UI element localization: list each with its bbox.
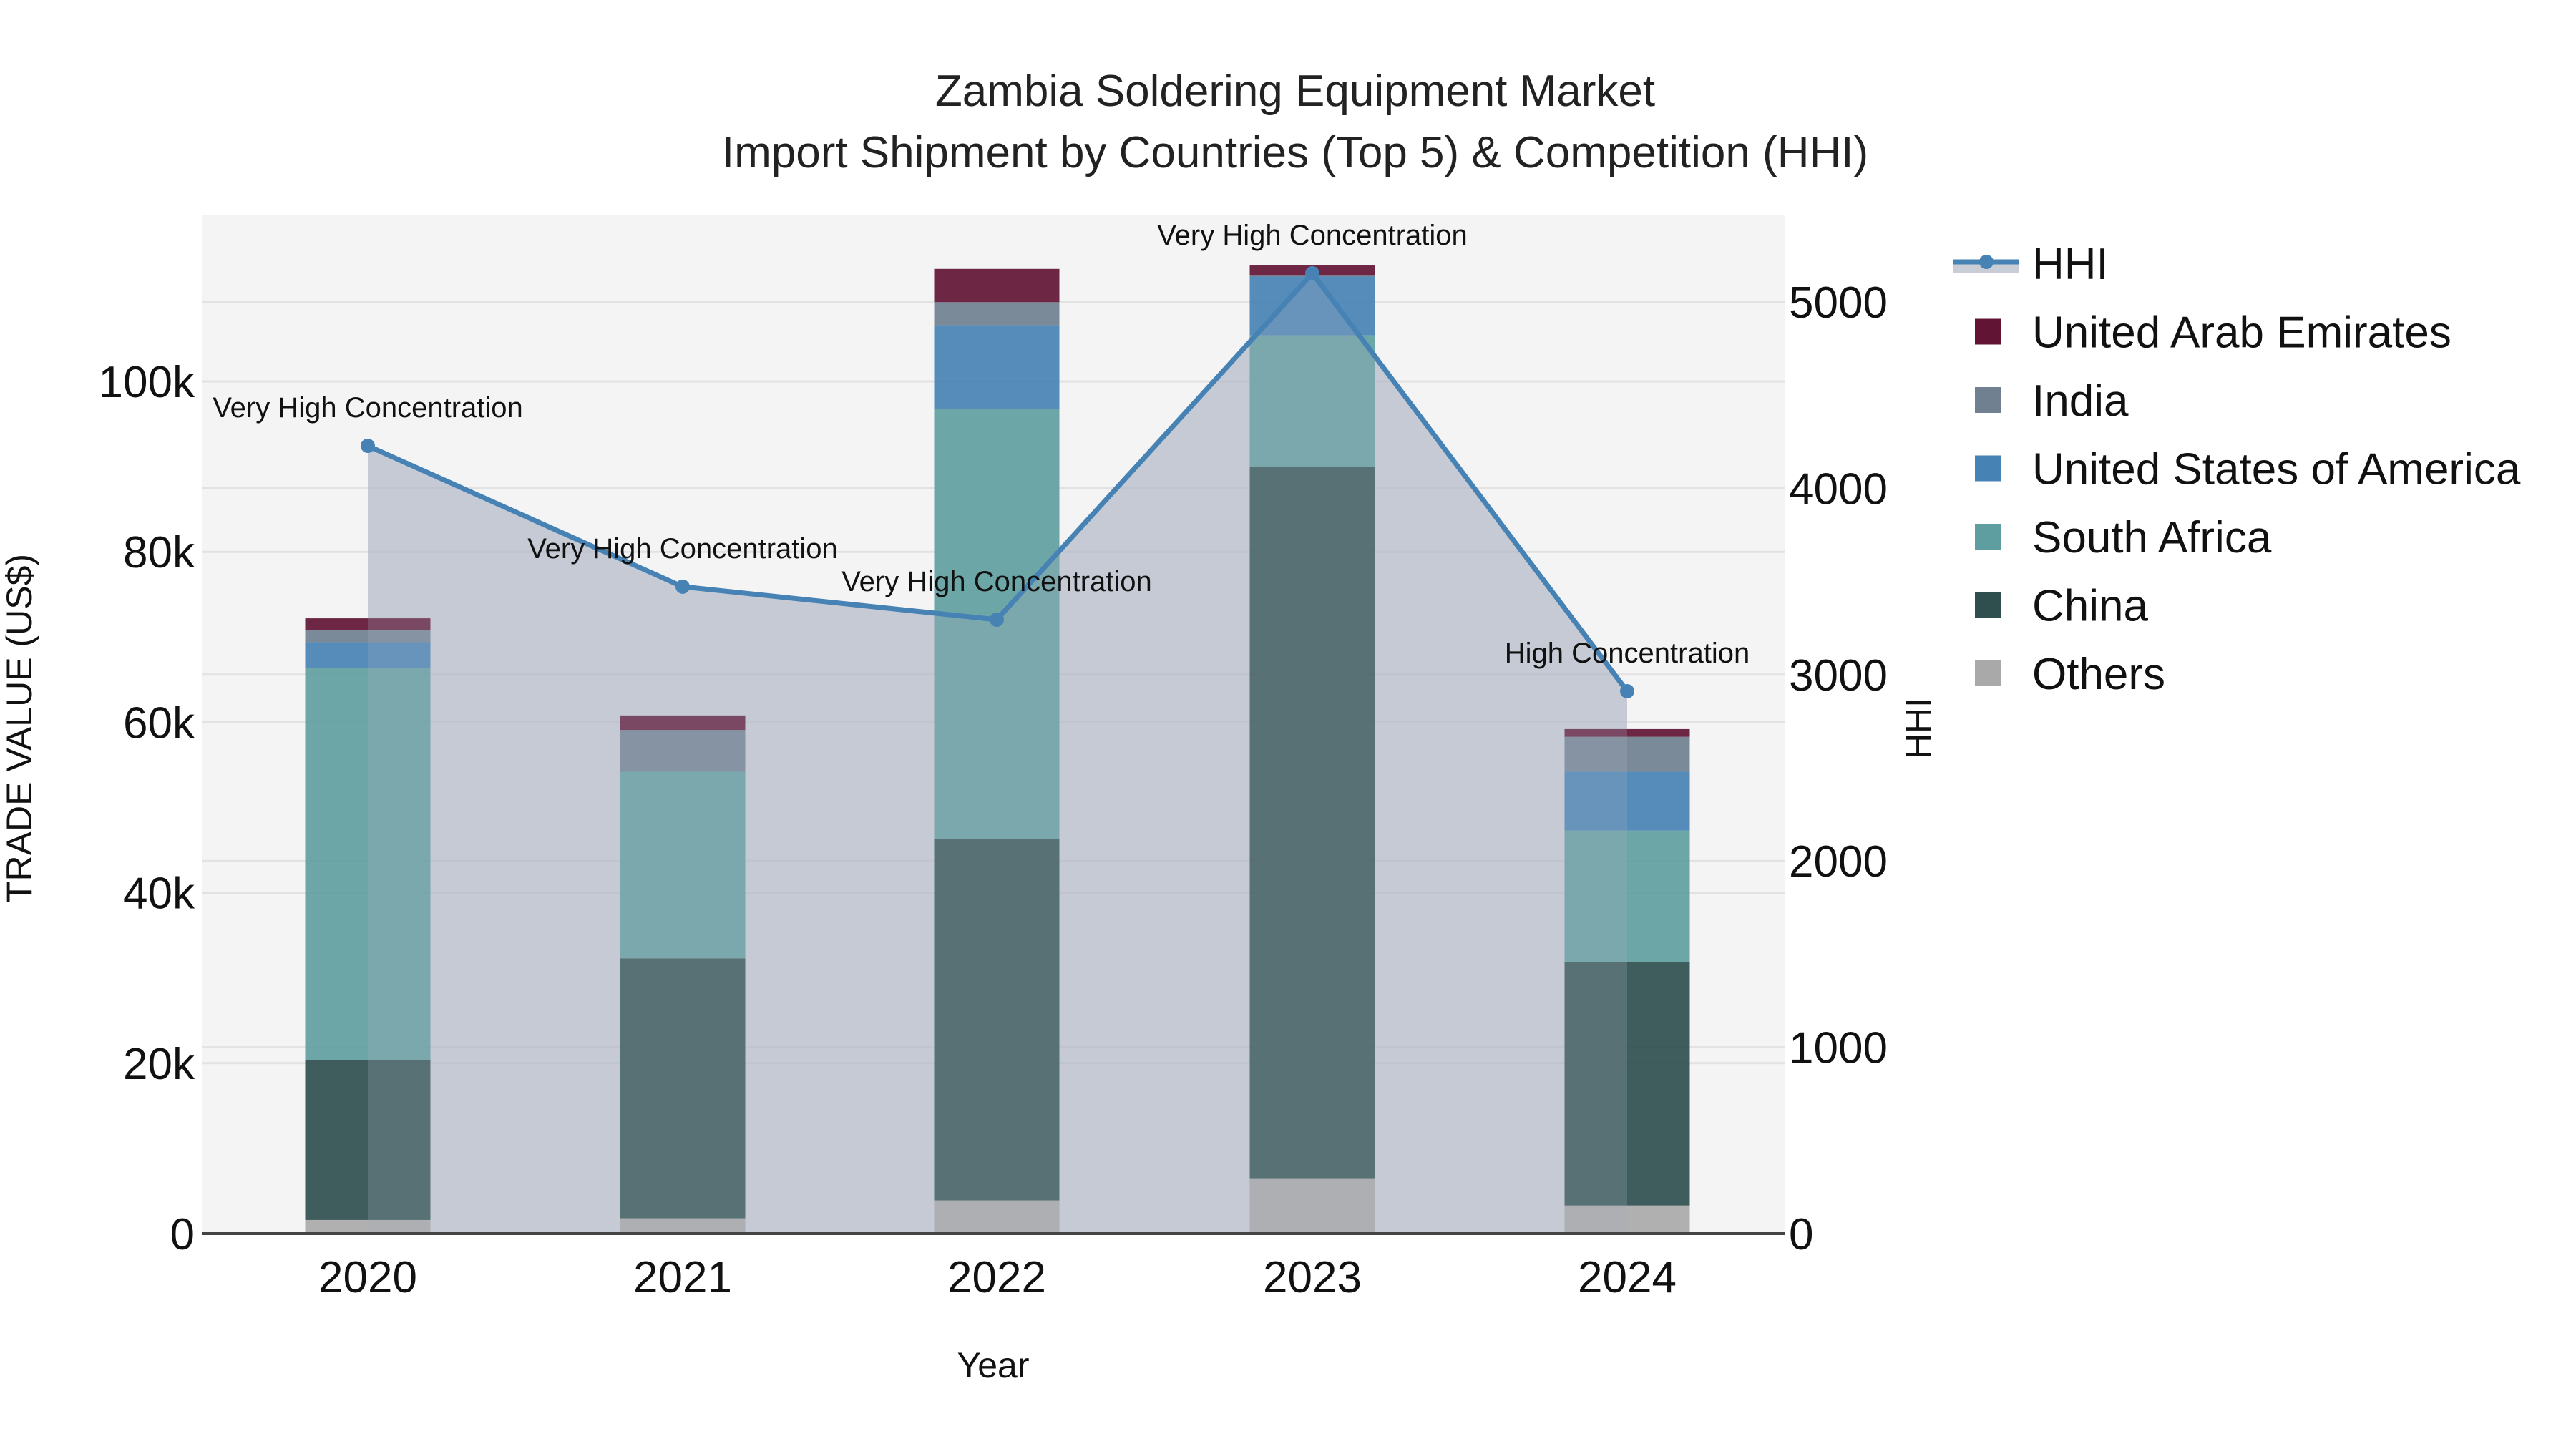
bar-segment-south-africa [1249, 335, 1375, 467]
legend-item-china[interactable]: China [1975, 582, 2149, 631]
bar-segment-united-states-of-america [934, 325, 1060, 409]
bar-segment-united-states-of-america [1564, 771, 1690, 831]
y2-tick-label: 2000 [1789, 837, 1888, 887]
bar-segment-south-africa [620, 771, 746, 959]
y-tick-label: 60k [123, 698, 195, 748]
bar-segment-india [620, 730, 746, 772]
hhi-annotation: Very High Concentration [213, 392, 523, 424]
legend-item-others[interactable]: Others [1975, 650, 2165, 699]
legend-label: China [2032, 582, 2149, 631]
hhi-annotation: Very High Concentration [1157, 220, 1468, 251]
legend-item-india[interactable]: India [1975, 376, 2129, 426]
bar-segment-china [1564, 962, 1690, 1206]
legend-item-south-africa[interactable]: South Africa [1975, 513, 2272, 562]
legend: HHI United Arab Emirates India United State… [1953, 240, 2521, 699]
x-tick-label: 2022 [947, 1253, 1046, 1302]
bar-segment-south-africa [305, 668, 431, 1060]
y-tick-label: 80k [123, 528, 195, 577]
hhi-legend-marker-icon [1979, 255, 1994, 269]
hhi-marker [1620, 683, 1634, 698]
x-tick-label: 2024 [1578, 1253, 1677, 1302]
legend-label: HHI [2032, 240, 2109, 289]
legend-label: India [2032, 376, 2129, 426]
legend-label: Others [2032, 650, 2165, 699]
x-axis-title: Year [957, 1345, 1029, 1385]
bar-segment-india [934, 302, 1060, 326]
legend-item-hhi[interactable]: HHI [1953, 240, 2109, 289]
bar-segment-others [1564, 1205, 1690, 1234]
bar-segment-india [305, 630, 431, 643]
legend-label: United Arab Emirates [2032, 308, 2451, 358]
y-tick-label: 20k [123, 1040, 195, 1089]
bar-segment-south-africa [1564, 830, 1690, 962]
hhi-annotation: Very High Concentration [527, 533, 838, 565]
hhi-area-overlay [368, 273, 1627, 1234]
hhi-markers [361, 265, 1634, 698]
y-axis-title: TRADE VALUE (US$) [0, 554, 39, 903]
y-tick-label: 100k [99, 358, 195, 407]
y-tick-label: 0 [170, 1210, 195, 1259]
bar-segment-others [1249, 1178, 1375, 1234]
left-y-axis-ticks: 0 20k 40k 60k 80k 100k [99, 358, 195, 1259]
y-tick-label: 40k [123, 869, 195, 919]
bar-segment-united-arab-emirates [305, 618, 431, 630]
right-y-axis-ticks: 0 1000 2000 3000 4000 5000 [1789, 278, 1888, 1259]
y2-axis-title: HHI [1898, 698, 1938, 759]
y2-tick-label: 4000 [1789, 464, 1888, 514]
legend-swatch-icon [1975, 592, 2001, 618]
bar-segment-united-arab-emirates [934, 268, 1060, 303]
bar-segment-others [934, 1200, 1060, 1234]
legend-item-united-states-of-america[interactable]: United States of America [1975, 445, 2521, 494]
stacked-bars [305, 265, 1690, 1234]
bar-segment-china [620, 958, 746, 1219]
x-tick-label: 2023 [1263, 1253, 1362, 1302]
bar-segment-united-arab-emirates [1564, 728, 1690, 737]
bar-segment-others [620, 1218, 746, 1234]
bar-segment-others [305, 1219, 431, 1234]
legend-label: United States of America [2032, 445, 2521, 494]
legend-swatch-icon [1975, 387, 2001, 413]
chart-title: Zambia Soldering Equipment Market [935, 67, 1655, 116]
y2-tick-label: 1000 [1789, 1024, 1888, 1073]
legend-swatch-icon [1975, 660, 2001, 686]
legend-item-united-arab-emirates[interactable]: United Arab Emirates [1975, 308, 2451, 358]
hhi-marker [1305, 265, 1319, 280]
bar-segment-china [305, 1060, 431, 1220]
y2-tick-label: 3000 [1789, 651, 1888, 701]
y2-tick-label: 5000 [1789, 278, 1888, 328]
y2-tick-label: 0 [1789, 1210, 1813, 1259]
x-tick-label: 2020 [318, 1253, 417, 1302]
x-tick-label: 2021 [633, 1253, 732, 1302]
legend-swatch-icon [1975, 455, 2001, 482]
chart-subtitle: Import Shipment by Countries (Top 5) & C… [722, 128, 1868, 177]
hhi-marker [675, 579, 690, 594]
hhi-annotation: Very High Concentration [841, 566, 1152, 597]
hhi-marker [361, 439, 375, 454]
legend-swatch-icon [1975, 524, 2001, 550]
hhi-marker [990, 612, 1004, 627]
bar-segment-china [1249, 467, 1375, 1179]
bar-segment-china [934, 839, 1060, 1201]
hhi-annotation: High Concentration [1505, 638, 1750, 669]
x-axis-ticks: 2020 2021 2022 2023 2024 [318, 1253, 1677, 1302]
legend-label: South Africa [2032, 513, 2272, 562]
bar-segment-india [1564, 736, 1690, 772]
legend-swatch-icon [1975, 318, 2001, 345]
bar-segment-united-arab-emirates [620, 715, 746, 731]
bar-segment-united-states-of-america [305, 642, 431, 668]
